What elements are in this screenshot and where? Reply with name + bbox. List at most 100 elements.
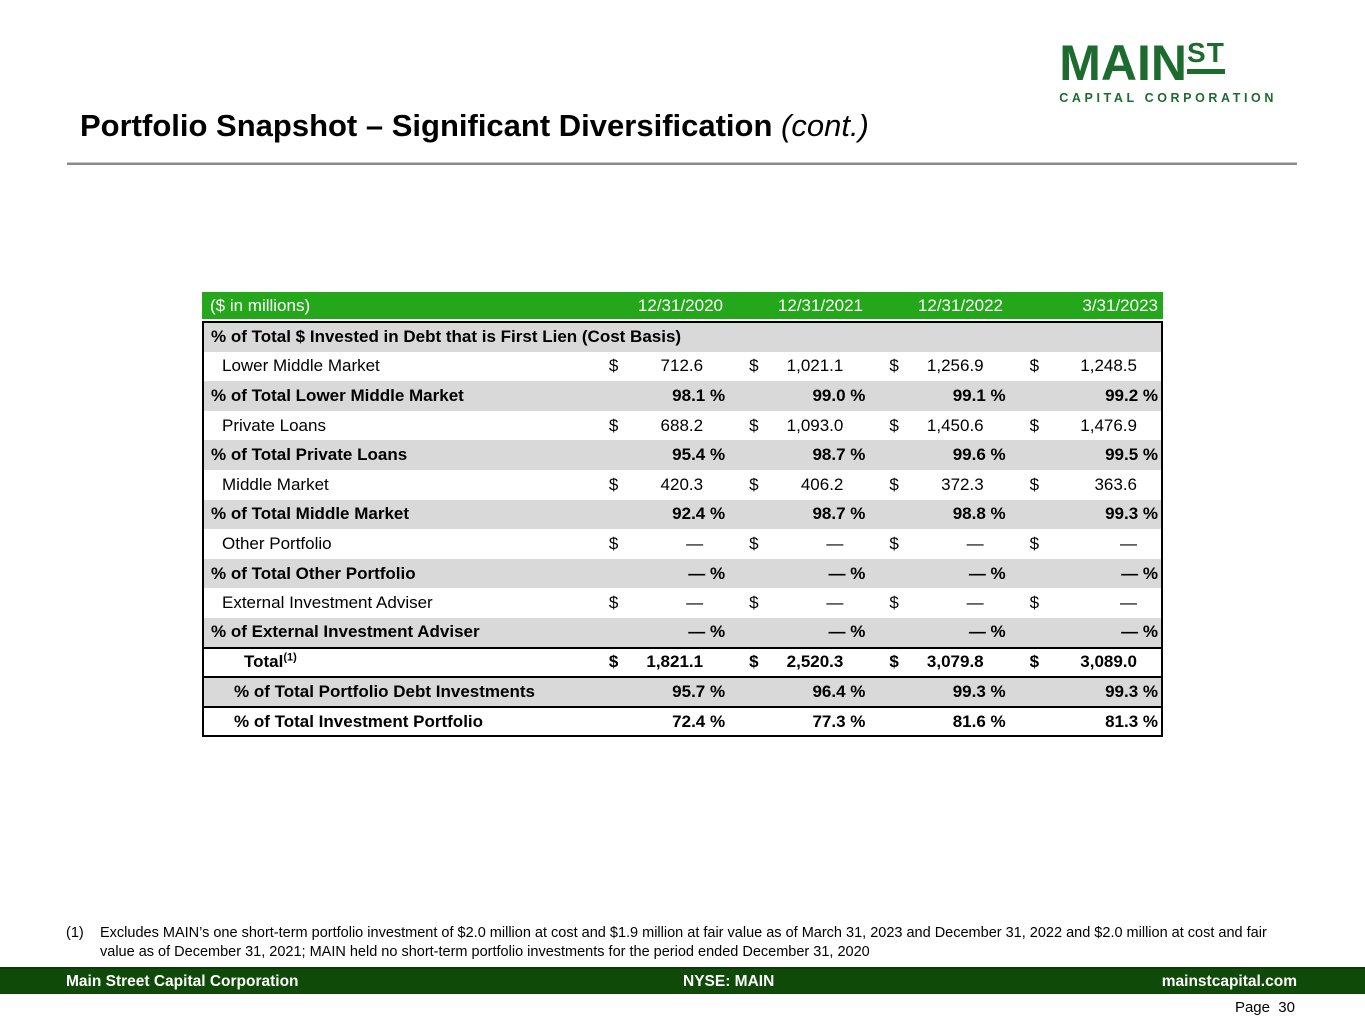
row-lower-middle-market-value-3: $1,248.5 [1022, 352, 1162, 382]
currency-symbol: $ [1029, 533, 1040, 553]
row-pct-portfolio-debt-investments-value-1: 96.4 % [741, 676, 882, 707]
table-header-col-2021: 12/31/2021 [777, 295, 863, 315]
row-private-loans-value-1: $1,093.0 [741, 411, 881, 441]
row-pct-external-investment-adviser-label: % of External Investment Adviser [203, 617, 601, 648]
row-other-portfolio-value-2: $ — [881, 529, 1021, 559]
row-pct-external-investment-adviser-value-2: — % [881, 617, 1022, 648]
row-middle-market-value-3: $363.6 [1022, 470, 1162, 500]
footer-bar: Main Street Capital Corporation NYSE: MA… [0, 967, 1365, 994]
row-total-label: Total(1) [203, 646, 601, 678]
row-pct-private-loans: % of Total Private Loans 95.4 % 98.7 % 99.6… [203, 440, 1162, 470]
row-label-text: % of Total Private Loans [211, 445, 408, 465]
page-number: Page 30 [1234, 999, 1295, 1016]
row-middle-market: Middle Market $420.3 $406.2 $372.3 $363.6 [203, 470, 1162, 500]
footnote-marker: (1) [66, 925, 84, 941]
cell-value: — % [828, 563, 866, 583]
row-pct-total-investment-portfolio-label: % of Total Investment Portfolio [203, 705, 601, 737]
mainst-logo: MAIN ST CAPITAL CORPORATION [1059, 38, 1277, 105]
row-total-value-1: $2,520.3 [741, 646, 882, 678]
row-private-loans-value-0: $688.2 [601, 411, 741, 441]
currency-symbol: $ [1029, 652, 1040, 672]
row-pct-private-loans-value-0: 95.4 % [600, 440, 742, 470]
slide-title: Portfolio Snapshot – Significant Diversi… [80, 108, 869, 144]
footnote-ref: (1) [283, 651, 297, 664]
cell-value: — % [688, 563, 726, 583]
currency-symbol: $ [889, 356, 899, 376]
currency-symbol: $ [749, 652, 759, 672]
cell-value: 99.3 % [1105, 504, 1158, 524]
row-label-text: % of Total Investment Portfolio [234, 711, 484, 731]
currency-symbol: $ [889, 652, 899, 672]
currency-symbol: $ [608, 533, 619, 553]
row-pct-portfolio-debt-investments: % of Total Portfolio Debt Investments 95.… [203, 676, 1162, 707]
currency-symbol: $ [889, 533, 899, 553]
cell-value: 99.5 % [1105, 445, 1158, 465]
row-pct-total-investment-portfolio-value-3: 81.3 % [1021, 705, 1162, 737]
row-pct-other-portfolio-value-1: — % [741, 558, 882, 589]
row-other-portfolio: Other Portfolio $ — $ — $ — $ — [203, 529, 1162, 559]
cell-value: 95.4 % [672, 445, 726, 465]
cell-value: — % [968, 622, 1006, 642]
cell-value: 1,093.0 [786, 415, 844, 435]
row-middle-market-value-1: $406.2 [741, 470, 881, 500]
row-pct-total-investment-portfolio-value-2: 81.6 % [881, 705, 1022, 737]
row-label-text: Lower Middle Market [222, 356, 380, 376]
row-label-text: % of Total Portfolio Debt Investments [234, 681, 535, 701]
row-label-text: % of Total Middle Market [211, 504, 410, 524]
row-pct-middle-market-label: % of Total Middle Market [203, 499, 601, 530]
cell-value: 99.0 % [812, 385, 866, 405]
row-section-first-lien: % of Total $ Invested in Debt that is Fi… [203, 322, 1162, 352]
row-lower-middle-market: Lower Middle Market $712.6 $1,021.1 $1,256.… [203, 352, 1162, 382]
currency-symbol: $ [749, 415, 759, 435]
row-pct-other-portfolio-value-0: — % [600, 558, 742, 589]
row-pct-private-loans-value-2: 99.6 % [881, 440, 1022, 470]
cell-value: 372.3 [941, 474, 984, 494]
row-total-value-2: $3,079.8 [881, 646, 1022, 678]
currency-symbol: $ [608, 415, 619, 435]
row-label-text: Private Loans [222, 415, 326, 435]
row-other-portfolio-value-3: $ — [1022, 529, 1162, 559]
currency-symbol: $ [1029, 356, 1040, 376]
cell-value: 688.2 [660, 415, 704, 435]
currency-symbol: $ [608, 356, 619, 376]
cell-value: 420.3 [660, 474, 704, 494]
currency-symbol: $ [749, 533, 759, 553]
cell-value: — [826, 533, 844, 553]
cell-value: 81.3 % [1105, 711, 1158, 731]
row-pct-private-loans-label: % of Total Private Loans [203, 440, 601, 470]
row-pct-portfolio-debt-investments-value-0: 95.7 % [600, 676, 742, 707]
currency-symbol: $ [889, 593, 899, 613]
cell-value: 95.7 % [672, 681, 726, 701]
cell-value: 99.3 % [1105, 681, 1158, 701]
row-total: Total(1) $1,821.1 $2,520.3 $3,079.8 $3,089.0 [203, 646, 1162, 678]
cell-value: 1,821.1 [646, 652, 704, 672]
row-external-investment-adviser-value-2: $ — [881, 588, 1021, 618]
row-private-loans-value-3: $1,476.9 [1022, 411, 1162, 441]
cell-value: 99.1 % [952, 385, 1006, 405]
cell-value: 98.7 % [812, 445, 866, 465]
footnote-text: Excludes MAIN’s one short-term portfolio… [100, 925, 1267, 960]
currency-symbol: $ [608, 593, 619, 613]
cell-value: 1,256.9 [926, 356, 984, 376]
row-pct-middle-market-value-1: 98.7 % [741, 499, 882, 530]
row-label-text: Total [244, 652, 284, 672]
row-label-text: % of Total Other Portfolio [211, 563, 416, 583]
row-label-text: Middle Market [222, 474, 329, 494]
row-pct-portfolio-debt-investments-value-2: 99.3 % [881, 676, 1022, 707]
cell-value: 99.6 % [952, 445, 1006, 465]
row-private-loans-label: Private Loans [203, 411, 601, 441]
table-body: % of Total $ Invested in Debt that is Fi… [202, 321, 1163, 738]
cell-value: 98.7 % [812, 504, 866, 524]
cell-value: — [966, 533, 984, 553]
row-pct-external-investment-adviser-value-0: — % [600, 617, 742, 648]
currency-symbol: $ [608, 474, 619, 494]
cell-value: — % [968, 563, 1006, 583]
footer-company-name: Main Street Capital Corporation [66, 973, 299, 990]
row-other-portfolio-value-1: $ — [741, 529, 881, 559]
currency-symbol: $ [749, 356, 759, 376]
portfolio-table: ($ in millions) 12/31/2020 12/31/2021 12… [202, 292, 1163, 738]
row-label-text: % of Total $ Invested in Debt that is Fi… [211, 327, 682, 347]
row-lower-middle-market-value-2: $1,256.9 [881, 352, 1021, 382]
row-middle-market-label: Middle Market [203, 470, 601, 500]
cell-value: — % [688, 622, 726, 642]
